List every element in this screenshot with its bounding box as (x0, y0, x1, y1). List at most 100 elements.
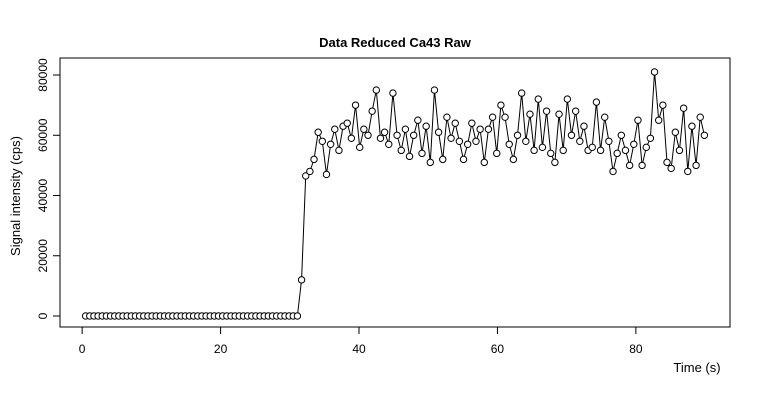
x-tick-label: 40 (352, 342, 366, 356)
data-point (688, 122, 696, 130)
y-tick-label: 0 (36, 312, 50, 319)
y-tick-label: 20000 (36, 239, 50, 273)
data-point (397, 146, 405, 155)
data-point (692, 161, 700, 170)
data-point (567, 131, 576, 139)
data-point (605, 137, 613, 145)
data-point (530, 146, 538, 155)
y-tick-label: 40000 (36, 179, 50, 213)
x-tick-label: 0 (79, 342, 86, 356)
y-tick-label: 80000 (36, 58, 50, 92)
data-point (439, 155, 447, 164)
data-point (368, 107, 376, 115)
data-point (509, 155, 518, 164)
data-point (351, 101, 360, 109)
data-point (551, 158, 559, 167)
x-axis-label: Time (s) (673, 360, 720, 375)
data-point (297, 276, 306, 284)
data-point (659, 101, 667, 109)
data-point (380, 128, 389, 136)
data-point (484, 125, 493, 133)
data-point (684, 167, 692, 176)
data-point (609, 167, 617, 176)
data-point (588, 143, 596, 152)
data-point (480, 158, 488, 167)
data-point (409, 131, 418, 139)
data-point (513, 131, 522, 139)
data-point (372, 86, 381, 94)
data-point (356, 143, 364, 152)
data-point (526, 110, 534, 118)
plot-frame (59, 57, 731, 328)
data-point (447, 134, 455, 142)
data-point (634, 116, 642, 124)
data-point (430, 86, 439, 94)
data-point (493, 149, 501, 158)
data-point (426, 158, 434, 167)
x-tick-label: 20 (214, 342, 228, 356)
data-point (318, 137, 327, 145)
data-point (401, 125, 410, 133)
data-point (617, 131, 626, 139)
data-point (488, 113, 497, 121)
data-point (393, 131, 401, 139)
data-point (542, 107, 551, 115)
data-point (571, 107, 580, 115)
data-point (310, 155, 318, 164)
data-point (630, 140, 638, 149)
data-point (601, 113, 609, 121)
data-point (306, 167, 314, 176)
data-point (468, 119, 476, 127)
data-point (547, 149, 555, 158)
data-point (443, 113, 451, 121)
data-point (671, 128, 680, 136)
data-point (675, 146, 684, 155)
data-point (646, 134, 655, 142)
data-point (592, 98, 601, 106)
data-point (314, 128, 322, 136)
data-point (472, 137, 480, 145)
data-point (667, 164, 675, 173)
data-point (517, 89, 526, 97)
data-point (613, 149, 621, 158)
data-point (501, 113, 509, 121)
data-point (505, 140, 513, 149)
data-point (696, 113, 704, 121)
x-tick-label: 60 (491, 342, 505, 356)
data-point (638, 161, 646, 170)
data-point (335, 146, 343, 155)
data-point (700, 131, 709, 139)
data-point (463, 140, 472, 149)
y-tick-label: 60000 (36, 118, 50, 152)
data-point (538, 143, 547, 152)
data-point (621, 146, 630, 155)
data-point (555, 110, 563, 118)
data-point (576, 137, 584, 145)
data-point (389, 89, 397, 97)
data-point (522, 137, 530, 145)
chart-title: Data Reduced Ca43 Raw (319, 35, 472, 50)
data-point (679, 104, 688, 112)
data-point (385, 140, 393, 149)
data-point (364, 131, 372, 139)
data-point (476, 125, 484, 133)
data-point (655, 116, 663, 124)
data-point (347, 134, 356, 142)
data-point (455, 137, 464, 145)
data-point (343, 119, 351, 127)
data-line (85, 71, 705, 317)
y-axis-label: Signal intensity (cps) (8, 136, 23, 256)
data-point (418, 149, 426, 158)
data-point (451, 119, 459, 127)
data-point (642, 143, 650, 152)
data-point (322, 170, 331, 179)
data-point (650, 68, 659, 76)
data-point (563, 95, 572, 103)
x-tick-label: 80 (629, 342, 643, 356)
data-point (414, 116, 422, 124)
data-point (596, 146, 605, 155)
data-point (422, 122, 430, 130)
data-point (360, 125, 368, 133)
data-point (625, 161, 634, 170)
